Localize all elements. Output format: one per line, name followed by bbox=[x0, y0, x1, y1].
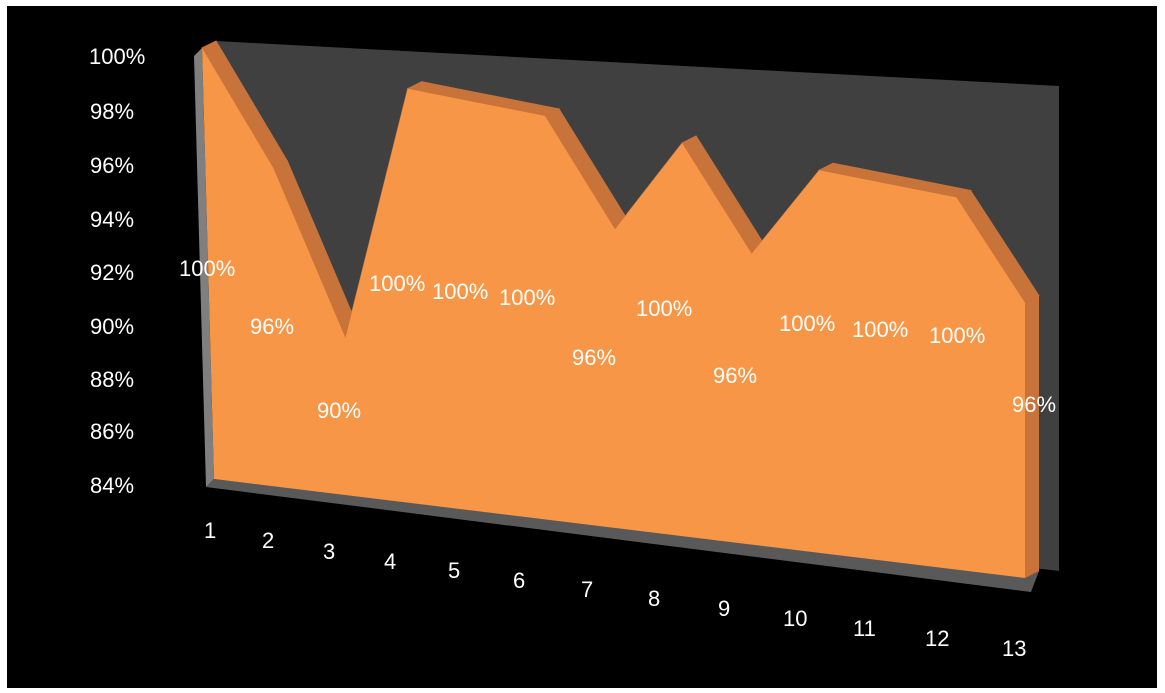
x-tick-label: 6 bbox=[513, 568, 525, 593]
x-tick-label: 8 bbox=[648, 586, 660, 611]
x-tick-label: 7 bbox=[581, 577, 593, 602]
x-tick-label: 5 bbox=[448, 558, 460, 583]
data-label: 100% bbox=[929, 323, 985, 348]
y-tick-label: 90% bbox=[90, 314, 134, 339]
data-label: 100% bbox=[779, 311, 835, 336]
data-label: 96% bbox=[250, 314, 294, 339]
x-tick-label: 13 bbox=[1002, 636, 1026, 661]
y-tick-label: 86% bbox=[90, 419, 134, 444]
x-tick-label: 4 bbox=[384, 549, 396, 574]
data-label: 96% bbox=[572, 345, 616, 370]
area-side-face bbox=[1025, 295, 1039, 578]
x-tick-label: 11 bbox=[853, 616, 876, 641]
y-tick-label: 88% bbox=[90, 367, 134, 392]
data-label: 90% bbox=[317, 398, 361, 423]
area-front-face bbox=[202, 48, 1025, 578]
x-tick-label: 2 bbox=[262, 528, 274, 553]
x-tick-label: 3 bbox=[323, 539, 335, 564]
data-label: 96% bbox=[1012, 392, 1056, 417]
data-label: 96% bbox=[713, 363, 757, 388]
y-tick-label: 96% bbox=[90, 153, 134, 178]
data-label: 100% bbox=[179, 256, 235, 281]
y-tick-label: 92% bbox=[90, 260, 134, 285]
data-label: 100% bbox=[432, 279, 488, 304]
x-tick-label: 10 bbox=[783, 606, 807, 631]
y-tick-label: 98% bbox=[90, 99, 134, 124]
x-tick-label: 1 bbox=[204, 518, 216, 543]
floor bbox=[206, 479, 1039, 592]
x-axis: 1 2 3 4 5 6 7 8 9 10 11 12 13 bbox=[204, 518, 1026, 661]
side-wall bbox=[194, 48, 214, 487]
x-tick-label: 9 bbox=[718, 596, 730, 621]
data-label: 100% bbox=[852, 317, 908, 342]
area-series bbox=[201, 40, 1040, 578]
chart-area: 84% 86% 88% 90% 92% 94% 96% 98% 100% 1 2 3 4 5 6 7 8 9 10… bbox=[7, 6, 1157, 688]
area-chart-3d: 84%86%88%90%92%94%96%98%100% 1 2 3 4 5 6 7 8 9 10… bbox=[89, 40, 1059, 661]
data-label: 100% bbox=[369, 271, 425, 296]
x-tick-label: 12 bbox=[925, 626, 949, 651]
y-tick-label: 84% bbox=[90, 473, 134, 498]
y-axis: 84% 86% 88% 90% 92% 94% 96% 98% 100% bbox=[89, 44, 145, 498]
data-label: 100% bbox=[636, 296, 692, 321]
y-tick-label: 100% bbox=[89, 44, 145, 69]
y-tick-label: 94% bbox=[90, 207, 134, 232]
data-label: 100% bbox=[499, 285, 555, 310]
data-labels: 100% 96% 90% 100% 100% 100% 96% 100% 96% 100% 100%… bbox=[179, 256, 1056, 423]
